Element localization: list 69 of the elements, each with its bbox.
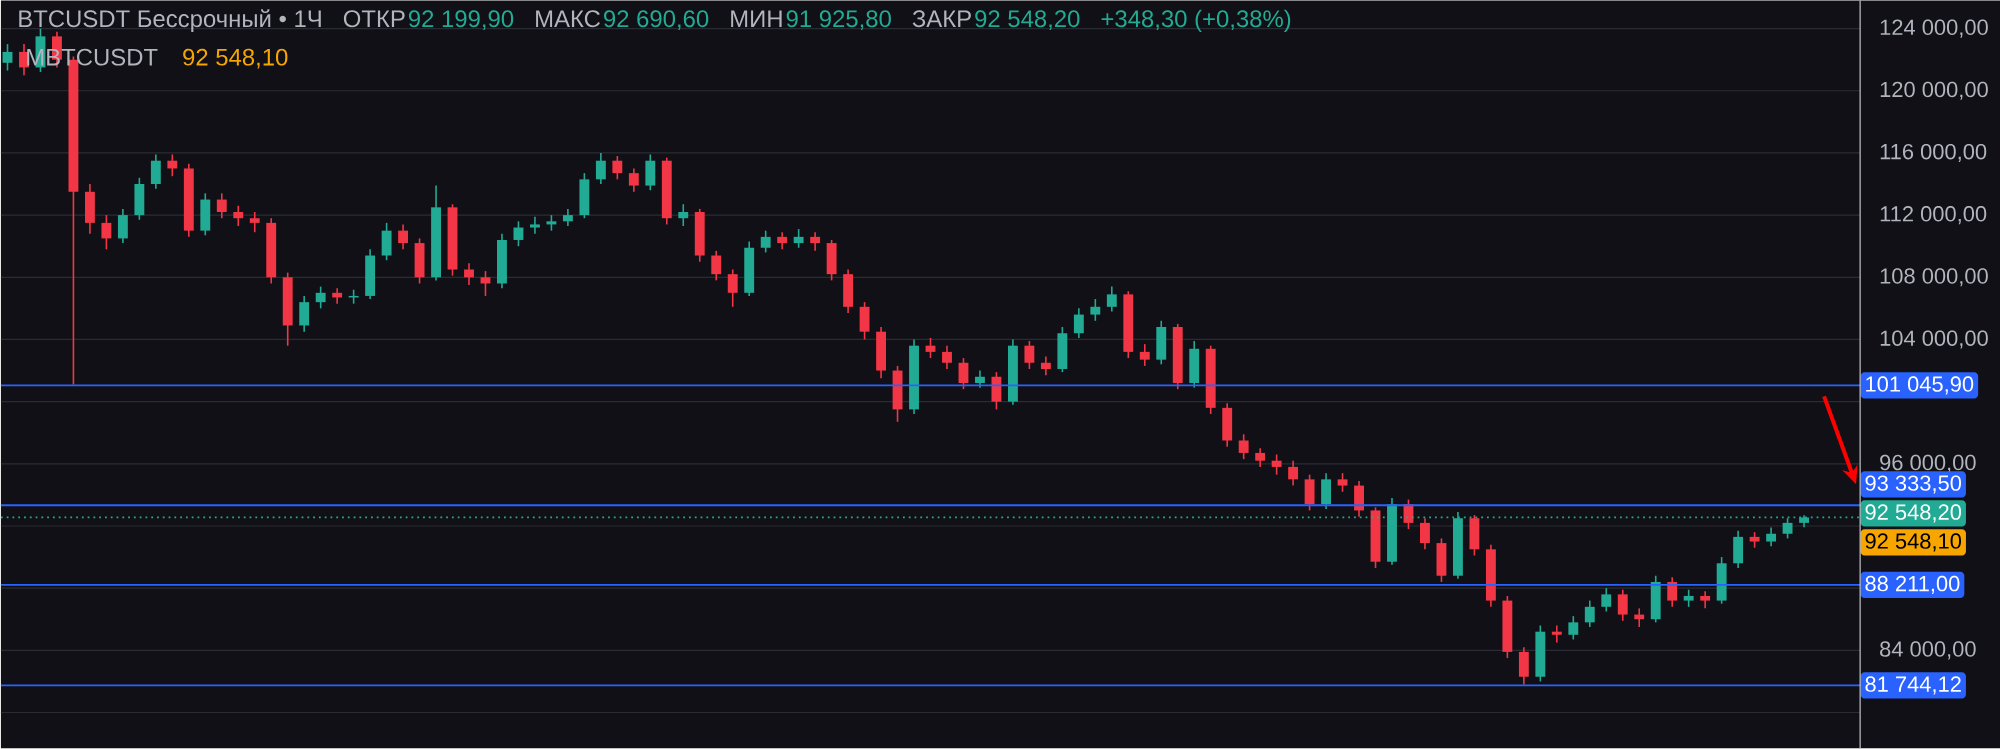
annotation: +348,30 (+0,38%) bbox=[1101, 9, 1291, 32]
ref-line-label: 92 548,20 bbox=[1865, 504, 1962, 523]
annotation: ЗАКР bbox=[912, 10, 971, 28]
annotation: 92 690,60 bbox=[604, 10, 709, 31]
candlestick bbox=[1255, 447, 1266, 468]
candlestick bbox=[101, 214, 112, 251]
ref-line-label: 101 045,90 bbox=[1866, 376, 1974, 395]
candlestick bbox=[2, 43, 13, 72]
ref-line-label: 93 333,50 bbox=[1865, 475, 1962, 494]
candlestick bbox=[958, 357, 969, 391]
candlestick bbox=[315, 285, 326, 310]
y-tick-label: 116 000,00 bbox=[1880, 143, 1987, 163]
candlestick bbox=[595, 152, 606, 185]
y-tick-label: 112 000,00 bbox=[1880, 206, 1987, 225]
candlestick bbox=[117, 208, 128, 244]
annotation: 92 548,20 bbox=[975, 10, 1080, 31]
candlestick bbox=[464, 262, 474, 286]
chart-title: BTCUSDT Бессрочный • 1Ч bbox=[19, 9, 321, 33]
candlestick bbox=[249, 211, 260, 234]
candlestick bbox=[529, 215, 540, 235]
text: 92 548,10 bbox=[1865, 533, 1962, 552]
candlestick bbox=[1584, 599, 1595, 628]
y-tick-label: 104 000,00 bbox=[1880, 330, 1988, 349]
candlestick bbox=[1551, 624, 1562, 644]
y-tick-label: 108 000,00 bbox=[1880, 268, 1988, 287]
candlestick bbox=[1782, 517, 1793, 540]
y-tick-label: 120 000,00 bbox=[1880, 81, 1988, 100]
annotation: 92 199,90 bbox=[408, 10, 514, 31]
ref-line-label: 88 211,00 bbox=[1865, 575, 1960, 594]
annotation: ОТКР bbox=[343, 10, 405, 28]
candlestick bbox=[810, 231, 821, 252]
candlestick bbox=[150, 153, 161, 190]
ref-line-label: 81 744,12 bbox=[1865, 676, 1961, 695]
candlestick bbox=[299, 295, 310, 333]
candlestick bbox=[1337, 472, 1348, 493]
annotation: 91 925,80 bbox=[786, 10, 891, 31]
candlestick bbox=[1024, 340, 1035, 370]
y-tick-label: 124 000,00 bbox=[1880, 19, 1988, 38]
candlestick bbox=[1420, 517, 1430, 551]
candlestick bbox=[1568, 615, 1579, 641]
candlestick bbox=[1106, 285, 1117, 313]
candlestick bbox=[233, 205, 244, 227]
candlestick bbox=[942, 344, 952, 370]
y-tick-label: 96 000,00 bbox=[1880, 454, 1976, 473]
candlestick bbox=[1271, 453, 1282, 476]
candlestick bbox=[1238, 433, 1249, 461]
candlestick bbox=[1288, 459, 1299, 487]
candlestick bbox=[760, 229, 771, 254]
candlestick bbox=[1601, 587, 1612, 613]
candlestick bbox=[167, 153, 178, 178]
candlestick bbox=[1139, 343, 1150, 367]
candlestick bbox=[1040, 355, 1051, 377]
candlestick bbox=[612, 155, 623, 181]
candlestick bbox=[678, 203, 689, 227]
annotation: МАКС bbox=[536, 10, 600, 28]
candlestick bbox=[711, 250, 722, 282]
candlestick bbox=[216, 192, 227, 220]
annotation: МИН bbox=[731, 10, 782, 28]
annotation: 92 548,10 bbox=[183, 48, 288, 69]
candlestick bbox=[793, 228, 804, 249]
candlestick bbox=[1617, 588, 1628, 622]
candlestick bbox=[1073, 307, 1084, 339]
y-tick-label: 84 000,00 bbox=[1880, 641, 1976, 660]
candlestick bbox=[398, 223, 409, 251]
candlestick bbox=[1766, 526, 1777, 548]
candlestick bbox=[628, 167, 639, 193]
candlestick bbox=[727, 268, 738, 308]
candlestick bbox=[1090, 298, 1101, 322]
candlestick bbox=[1667, 576, 1678, 608]
